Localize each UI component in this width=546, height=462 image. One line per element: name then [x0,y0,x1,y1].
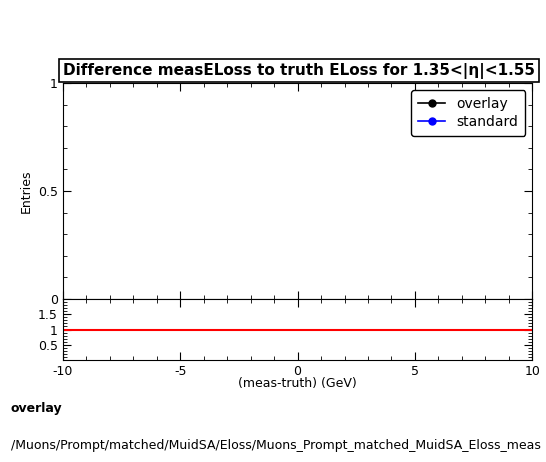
Text: (meas-truth) (GeV): (meas-truth) (GeV) [238,377,357,389]
Legend: overlay, standard: overlay, standard [411,90,525,136]
Text: Difference measELoss to truth ELoss for 1.35<|η|<1.55: Difference measELoss to truth ELoss for … [63,62,535,79]
Text: /Muons/Prompt/matched/MuidSA/Eloss/Muons_Prompt_matched_MuidSA_Eloss_meas: /Muons/Prompt/matched/MuidSA/Eloss/Muons… [11,439,541,452]
Text: overlay: overlay [11,402,63,415]
Y-axis label: Entries: Entries [19,169,32,213]
